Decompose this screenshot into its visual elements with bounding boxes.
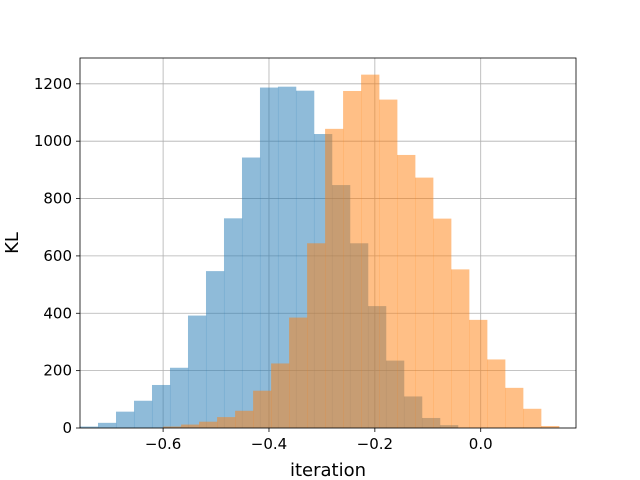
histogram-bar (289, 317, 308, 428)
histogram-bar (151, 384, 171, 428)
histogram-bar (223, 218, 243, 428)
histogram-bar (115, 411, 135, 428)
histogram-bar (379, 99, 398, 429)
histogram-bar (505, 387, 524, 428)
histogram-bar (541, 425, 560, 428)
histogram-bar (199, 421, 218, 428)
plot-frame (79, 57, 577, 429)
histogram-bar (217, 417, 236, 428)
x-tick-label: −0.6 (145, 435, 181, 453)
histogram-bar (169, 367, 189, 428)
histogram-bar (205, 271, 225, 428)
histogram-bar (487, 359, 506, 428)
y-tick-label: 400 (43, 304, 72, 322)
y-tick-label: 800 (43, 190, 72, 208)
histogram-bar (325, 128, 344, 428)
histogram-bar (235, 410, 254, 428)
histogram-bar (361, 74, 380, 429)
histogram-bar (271, 363, 290, 428)
histogram-bar (415, 177, 434, 428)
histogram-bar (397, 154, 416, 428)
axis-ticks: −0.6 −0.4 −0.2 0.0 0 200 400 600 800 1000 1200 (34, 75, 493, 453)
x-tick-label: 0.0 (469, 435, 493, 453)
x-axis-label: iteration (290, 460, 366, 480)
y-tick-label: 200 (43, 362, 72, 380)
histogram-bars (80, 74, 560, 429)
histogram-bar (469, 319, 488, 428)
y-axis-label: KL (2, 232, 23, 254)
x-tick-label: −0.4 (251, 435, 287, 453)
histogram-bar (253, 390, 272, 428)
y-tick-label: 1000 (34, 132, 72, 150)
y-tick-label: 1200 (34, 75, 72, 93)
y-tick-label: 0 (62, 419, 72, 437)
histogram-bar (133, 400, 153, 428)
histogram-bar (451, 269, 470, 428)
histogram-bar (259, 87, 279, 428)
y-tick-label: 600 (43, 247, 72, 265)
histogram-bar (97, 422, 117, 428)
histogram-bar (163, 426, 182, 428)
histogram-bar (523, 408, 542, 428)
histogram-bar (241, 157, 261, 428)
histogram-bar (187, 315, 207, 428)
histogram-bar (307, 243, 326, 428)
histogram-bar (433, 218, 452, 428)
histogram-bar (80, 426, 99, 428)
x-tick-label: −0.2 (357, 435, 393, 453)
histogram-bar (343, 90, 362, 428)
histogram-bar (181, 424, 200, 428)
